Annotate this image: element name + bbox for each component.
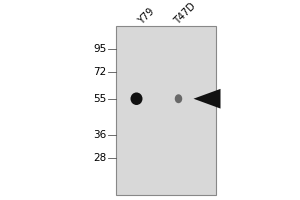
Text: 36: 36 bbox=[93, 130, 106, 140]
Text: T47D: T47D bbox=[172, 1, 198, 26]
Text: 72: 72 bbox=[93, 67, 106, 77]
Text: 55: 55 bbox=[93, 94, 106, 104]
Text: Y79: Y79 bbox=[136, 6, 157, 26]
Text: 28: 28 bbox=[93, 153, 106, 163]
Text: 95: 95 bbox=[93, 44, 106, 54]
Ellipse shape bbox=[175, 94, 182, 103]
Ellipse shape bbox=[130, 92, 142, 105]
Polygon shape bbox=[194, 89, 220, 109]
FancyBboxPatch shape bbox=[116, 26, 216, 195]
